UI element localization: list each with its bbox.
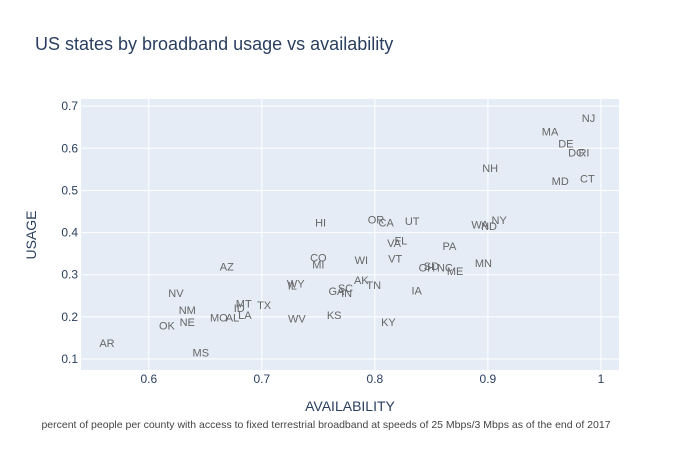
point-label-oh: OH bbox=[419, 263, 436, 275]
point-label-ct: CT bbox=[580, 174, 595, 186]
point-label-mi: MI bbox=[312, 260, 324, 272]
point-label-ny: NY bbox=[492, 215, 508, 227]
y-tick-label: 0.7 bbox=[61, 99, 78, 113]
point-label-ok: OK bbox=[159, 320, 176, 332]
plot-area bbox=[81, 99, 619, 370]
x-tick-label: 0.6 bbox=[140, 372, 157, 386]
x-axis-title: AVAILABILITY bbox=[305, 398, 395, 414]
point-label-nd: ND bbox=[481, 221, 497, 233]
point-label-wy: WY bbox=[287, 279, 305, 291]
point-label-vt: VT bbox=[388, 253, 402, 265]
y-tick-label: 0.6 bbox=[61, 141, 78, 155]
point-label-nh: NH bbox=[482, 163, 498, 175]
point-label-dc: DC bbox=[568, 148, 584, 160]
point-label-ne: NE bbox=[180, 317, 195, 329]
point-label-ky: KY bbox=[381, 317, 396, 329]
x-tick-label: 0.7 bbox=[253, 372, 270, 386]
x-tick-label: 0.8 bbox=[367, 372, 384, 386]
y-tick-label: 0.2 bbox=[61, 310, 78, 324]
point-label-tx: TX bbox=[257, 300, 272, 312]
point-label-nj: NJ bbox=[582, 113, 595, 125]
point-label-fl: FL bbox=[394, 236, 407, 248]
point-label-nv: NV bbox=[168, 288, 184, 300]
point-label-pa: PA bbox=[443, 241, 458, 253]
point-label-ca: CA bbox=[379, 217, 395, 229]
point-label-il: IL bbox=[288, 281, 297, 293]
point-label-wi: WI bbox=[355, 255, 368, 267]
y-tick-label: 0.5 bbox=[61, 183, 78, 197]
point-label-co: CO bbox=[310, 252, 327, 264]
point-label-wa: WA bbox=[471, 220, 489, 232]
point-label-nm: NM bbox=[179, 305, 196, 317]
point-label-id: ID bbox=[234, 303, 245, 315]
x-tick-label: 0.9 bbox=[480, 372, 497, 386]
point-label-ak: AK bbox=[354, 275, 369, 287]
point-label-ri: RI bbox=[578, 148, 589, 160]
point-label-sd: SD bbox=[424, 261, 439, 273]
point-label-ga: GA bbox=[328, 286, 345, 298]
point-label-ks: KS bbox=[327, 310, 342, 322]
point-label-ia: IA bbox=[411, 285, 422, 297]
point-label-de: DE bbox=[558, 138, 573, 150]
point-label-hi: HI bbox=[315, 217, 326, 229]
point-label-or: OR bbox=[368, 215, 385, 227]
point-label-sc: SC bbox=[338, 283, 353, 295]
y-tick-label: 0.3 bbox=[61, 268, 78, 282]
y-axis-title: USAGE bbox=[23, 210, 39, 259]
point-label-al: AL bbox=[226, 312, 239, 324]
point-label-va: VA bbox=[387, 238, 402, 250]
point-label-la: LA bbox=[238, 310, 252, 322]
y-tick-label: 0.4 bbox=[61, 226, 78, 240]
y-axis-ticks: 0.1 0.2 0.3 0.4 0.5 0.6 0.7 bbox=[61, 99, 78, 366]
point-label-mn: MN bbox=[475, 258, 492, 270]
point-label-mt: MT bbox=[236, 298, 252, 310]
x-axis-ticks: 0.6 0.7 0.8 0.9 1 bbox=[140, 372, 604, 386]
point-label-md: MD bbox=[552, 176, 569, 188]
point-label-tn: TN bbox=[366, 280, 381, 292]
x-tick-label: 1 bbox=[598, 372, 605, 386]
point-label-mo: MO bbox=[210, 312, 228, 324]
point-label-nc: NC bbox=[437, 263, 453, 275]
point-label-ms: MS bbox=[193, 347, 210, 359]
y-tick-label: 0.1 bbox=[61, 352, 78, 366]
chart-title: US states by broadband usage vs availabi… bbox=[35, 34, 393, 54]
point-label-in: IN bbox=[341, 288, 352, 300]
point-label-wv: WV bbox=[288, 314, 306, 326]
point-label-ar: AR bbox=[99, 338, 114, 350]
point-label-az: AZ bbox=[220, 261, 234, 273]
point-label-me: ME bbox=[447, 266, 464, 278]
point-label-ma: MA bbox=[542, 126, 559, 138]
footnote-annotation: percent of people per county with access… bbox=[41, 419, 610, 431]
point-label-ut: UT bbox=[405, 216, 420, 228]
gridlines bbox=[81, 99, 619, 370]
